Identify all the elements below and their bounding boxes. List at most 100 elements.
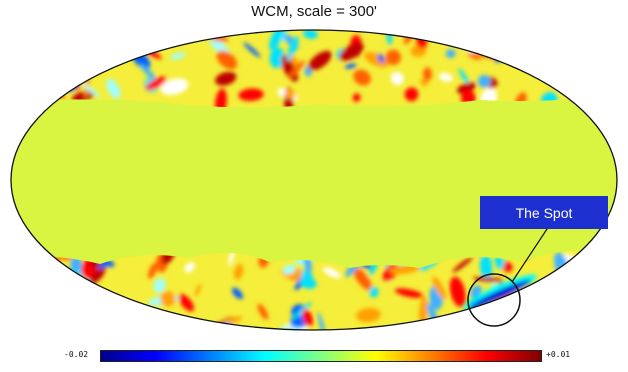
temperature-blob — [233, 263, 244, 280]
temperature-blob — [595, 307, 617, 320]
temperature-blob — [63, 314, 81, 330]
temperature-blob — [322, 267, 341, 279]
temperature-blob — [496, 326, 521, 330]
colorbar-max-label: +0.01 — [546, 350, 571, 359]
temperature-blob — [477, 74, 491, 88]
the-spot-label: The Spot — [480, 196, 608, 229]
temperature-blob — [11, 51, 25, 62]
temperature-blob — [461, 31, 480, 39]
temperature-blob — [601, 249, 617, 261]
temperature-blob — [570, 267, 580, 298]
temperature-blob — [178, 294, 194, 312]
temperature-blob — [604, 321, 617, 330]
temperature-blob — [170, 52, 186, 60]
temperature-blob — [139, 63, 156, 81]
temperature-blob — [148, 262, 158, 279]
colorbar-min-label: -0.02 — [64, 350, 89, 359]
temperature-blob — [97, 298, 109, 316]
temperature-blob — [556, 64, 571, 75]
temperature-blob — [81, 83, 101, 98]
temperature-blob — [598, 261, 608, 269]
temperature-blob — [344, 63, 357, 69]
temperature-blob — [303, 30, 318, 39]
temperature-blob — [78, 47, 89, 78]
temperature-blob — [594, 90, 603, 103]
temperature-blob — [153, 37, 162, 48]
temperature-blob — [17, 313, 31, 329]
temperature-blob — [475, 311, 486, 321]
temperature-blob — [404, 87, 419, 102]
temperature-blob — [194, 283, 202, 297]
temperature-blob — [438, 72, 453, 82]
temperature-blob — [420, 78, 429, 86]
temperature-blob — [587, 76, 607, 102]
temperature-blob — [82, 44, 96, 65]
temperature-blob — [317, 311, 327, 330]
temperature-blob — [65, 319, 78, 330]
temperature-blob — [11, 77, 23, 95]
temperature-blob — [98, 30, 125, 40]
temperature-blob — [458, 68, 471, 87]
temperature-blob — [63, 54, 69, 72]
temperature-blob — [89, 293, 110, 306]
temperature-blob — [507, 38, 523, 49]
temperature-blob — [49, 30, 70, 40]
temperature-blob — [452, 256, 473, 273]
temperature-blob — [160, 78, 189, 95]
temperature-blob — [57, 307, 84, 326]
temperature-blob — [215, 71, 237, 86]
temperature-blob — [18, 260, 34, 276]
temperature-blob — [563, 286, 582, 306]
temperature-blob — [61, 61, 72, 72]
temperature-blob — [120, 299, 130, 312]
temperature-blob — [432, 276, 447, 300]
temperature-blob — [415, 322, 428, 330]
spot-marker-circle — [467, 273, 521, 327]
temperature-blob — [257, 303, 269, 320]
temperature-blob — [73, 49, 84, 60]
temperature-blob — [269, 30, 287, 50]
map-title: WCM, scale = 300' — [251, 3, 377, 20]
temperature-blob — [490, 33, 503, 47]
temperature-blob — [56, 39, 69, 52]
temperature-blob — [282, 264, 296, 275]
temperature-blob — [597, 268, 613, 294]
temperature-blob — [114, 315, 133, 330]
temperature-blob — [422, 67, 433, 81]
temperature-blob — [78, 45, 92, 73]
temperature-blob — [356, 308, 381, 323]
temperature-blob — [551, 45, 559, 54]
temperature-blob — [12, 80, 29, 96]
temperature-blob — [59, 68, 76, 79]
temperature-blob — [352, 267, 373, 291]
temperature-blob — [552, 30, 562, 47]
temperature-blob — [445, 49, 456, 59]
temperature-blob — [286, 36, 299, 62]
temperature-blob — [493, 310, 508, 321]
temperature-blob — [377, 53, 385, 64]
temperature-blob — [47, 263, 60, 275]
temperature-blob — [54, 46, 73, 59]
temperature-blob — [11, 57, 15, 75]
temperature-blob — [390, 72, 404, 85]
temperature-blob — [145, 76, 167, 91]
temperature-blob — [300, 277, 317, 289]
temperature-blob — [602, 282, 611, 297]
temperature-blob — [597, 30, 606, 50]
temperature-blob — [89, 307, 101, 321]
temperature-blob — [585, 44, 596, 64]
temperature-blob — [302, 308, 313, 327]
temperature-blob — [432, 328, 452, 330]
temperature-blob — [57, 32, 67, 52]
temperature-blob — [284, 88, 296, 100]
temperature-blob — [214, 88, 227, 108]
map-outline — [10, 29, 618, 331]
temperature-blob — [269, 47, 285, 69]
temperature-blob — [556, 313, 566, 323]
temperature-blob — [589, 63, 598, 73]
temperature-blob — [39, 39, 50, 59]
temperature-blob — [449, 276, 466, 307]
temperature-blob — [59, 52, 69, 60]
temperature-blob — [339, 43, 364, 61]
temperature-blob — [82, 30, 101, 43]
